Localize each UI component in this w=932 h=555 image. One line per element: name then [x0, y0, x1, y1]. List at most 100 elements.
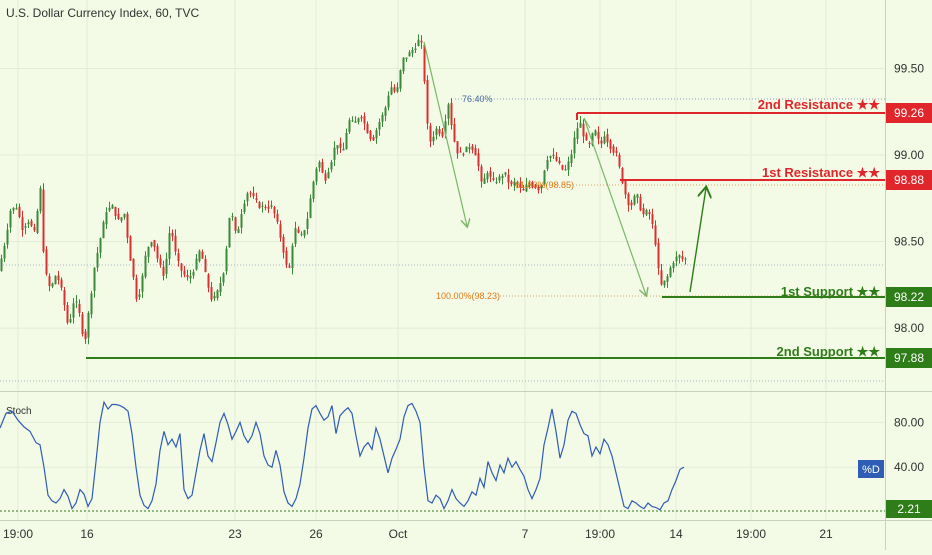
candle-body	[594, 130, 597, 136]
candle-body	[567, 161, 570, 170]
candle-body	[582, 123, 585, 137]
candle-body	[591, 133, 594, 145]
support-2-price-tag	[886, 348, 932, 368]
candle-body	[528, 183, 531, 187]
support-1-price-text: 98.22	[894, 290, 924, 304]
candle-body	[606, 134, 609, 143]
candle-body	[348, 120, 351, 132]
candle-body	[621, 167, 624, 183]
candle-body	[369, 131, 372, 139]
candle-body	[414, 48, 417, 50]
candle-body	[531, 183, 534, 187]
candle-body	[570, 154, 573, 164]
candle-body	[297, 229, 300, 233]
candle-body	[294, 228, 297, 244]
candle-body	[507, 174, 510, 183]
candle-body	[660, 270, 663, 285]
candle-body	[408, 52, 411, 57]
candle-body	[501, 175, 504, 179]
candle-body	[24, 226, 27, 228]
candle-body	[492, 178, 495, 180]
candle-body	[123, 213, 126, 218]
stoch-tick-label: 40.00	[894, 460, 924, 474]
time-tick-label: 14	[669, 527, 683, 541]
candle-body	[546, 159, 549, 169]
candle-body	[378, 122, 381, 130]
candle-body	[321, 162, 324, 173]
candle-body	[225, 248, 228, 272]
candle-body	[672, 263, 675, 269]
candle-body	[444, 121, 447, 135]
candle-body	[441, 131, 444, 137]
candle-body	[675, 256, 678, 262]
candle-body	[39, 188, 42, 212]
candle-body	[300, 233, 303, 235]
candle-body	[60, 279, 63, 288]
candle-body	[267, 206, 270, 209]
candle-body	[372, 137, 375, 141]
candle-body	[177, 253, 180, 261]
candle-body	[390, 87, 393, 95]
time-tick-label: 26	[309, 527, 323, 541]
down-arrow-1	[423, 41, 467, 226]
candle-body	[282, 236, 285, 253]
candle-body	[6, 229, 9, 245]
candle-body	[195, 258, 198, 270]
candle-body	[549, 156, 552, 158]
candle-body	[252, 193, 255, 197]
candle-body	[345, 132, 348, 150]
candle-body	[234, 217, 237, 231]
fib-76-label: 76.40%	[462, 94, 493, 104]
candle-body	[426, 80, 429, 124]
candle-body	[453, 123, 456, 142]
candle-body	[51, 283, 54, 287]
candle-body	[261, 205, 264, 207]
candle-body	[366, 123, 369, 134]
candle-body	[21, 217, 24, 231]
candle-body	[264, 206, 267, 209]
candle-body	[18, 206, 21, 217]
up-arrow-target	[689, 188, 706, 293]
candle-body	[192, 271, 195, 276]
candle-body	[36, 211, 39, 233]
chart-title: U.S. Dollar Currency Index, 60, TVC	[6, 6, 200, 20]
candle-body	[66, 305, 69, 323]
candle-body	[162, 266, 165, 276]
candle-body	[450, 103, 453, 126]
candle-body	[543, 170, 546, 185]
candle-body	[153, 240, 156, 248]
candle-body	[558, 160, 561, 163]
time-tick-label: 19:00	[3, 527, 33, 541]
candle-body	[102, 222, 105, 239]
stoch-legend-text: %D	[862, 464, 880, 476]
support-1-label: 1st Support ★★	[781, 284, 880, 299]
candle-body	[315, 168, 318, 182]
candle-body	[72, 303, 75, 318]
candle-body	[429, 125, 432, 142]
candle-body	[552, 154, 555, 157]
candle-body	[609, 140, 612, 149]
resistance-2-price-tag	[886, 103, 932, 123]
candle-body	[654, 225, 657, 245]
resistance-1-price-tag	[886, 170, 932, 190]
candle-body	[327, 172, 330, 179]
candle-body	[165, 258, 168, 274]
candle-body	[504, 172, 507, 175]
candle-body	[498, 176, 501, 181]
candle-body	[603, 136, 606, 144]
candle-body	[540, 185, 543, 189]
candle-body	[318, 161, 321, 168]
candle-body	[561, 165, 564, 170]
candle-body	[222, 273, 225, 283]
candle-body	[420, 40, 423, 43]
candle-body	[120, 217, 123, 221]
candle-body	[237, 229, 240, 233]
candle-body	[438, 129, 441, 134]
fib-100-label: 100.00%(98.23)	[436, 291, 500, 301]
candle-body	[465, 146, 468, 153]
candle-body	[471, 145, 474, 151]
candle-body	[135, 277, 138, 299]
candle-body	[333, 147, 336, 160]
candle-body	[669, 267, 672, 277]
candle-body	[207, 274, 210, 288]
